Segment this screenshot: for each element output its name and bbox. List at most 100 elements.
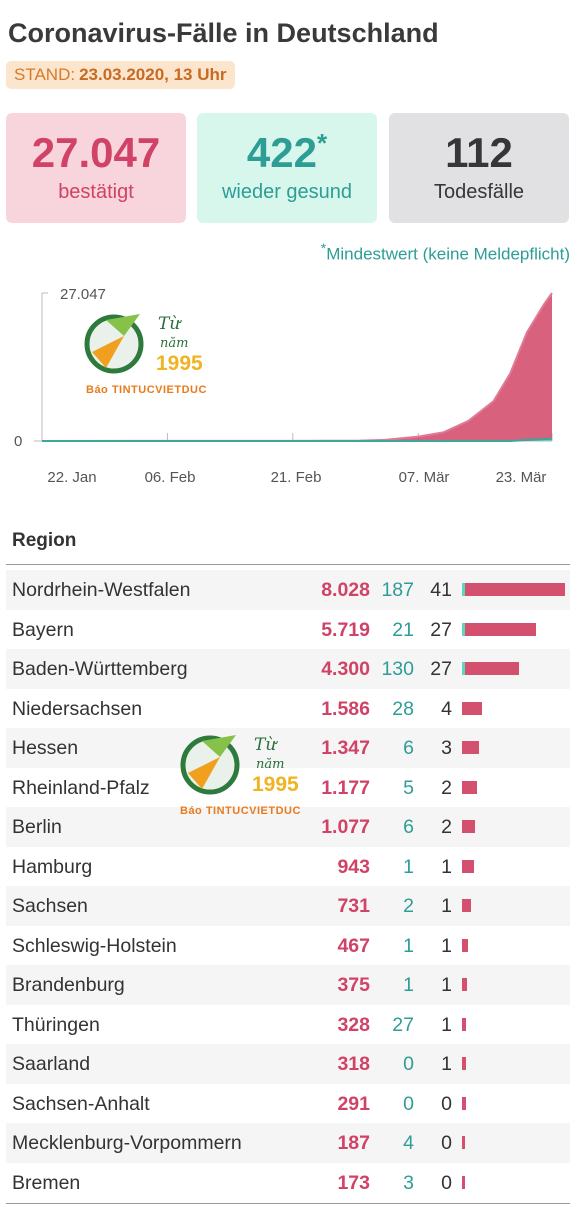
x-tick-label: 23. Mär xyxy=(496,469,547,486)
watermark-brand: Báo TINTUCVIETDUC xyxy=(86,384,207,396)
region-deaths: 1 xyxy=(441,1013,452,1036)
region-deaths: 0 xyxy=(441,1171,452,1194)
region-name: Schleswig-Holstein xyxy=(12,934,177,957)
confirmed-box: 27.047 bestätigt xyxy=(6,113,186,223)
series-area xyxy=(42,293,552,441)
region-deaths: 27 xyxy=(430,618,452,641)
region-name: Hamburg xyxy=(12,855,93,878)
region-deaths: 41 xyxy=(430,579,452,601)
table-row: Bayern 5.719 21 27 xyxy=(6,610,570,650)
region-confirmed: 375 xyxy=(337,974,370,996)
divider xyxy=(6,1203,570,1204)
watermark-line1: Từ xyxy=(158,314,181,334)
region-bar xyxy=(462,938,468,952)
region-name: Bremen xyxy=(12,1171,81,1194)
region-bar xyxy=(462,741,479,754)
region-name: Bayern xyxy=(12,618,74,641)
region-deaths: 0 xyxy=(441,1132,452,1154)
region-name: Sachsen xyxy=(12,895,88,917)
x-tick-label: 06. Feb xyxy=(145,469,196,486)
table-row: Berlin 1.077 6 2 xyxy=(6,807,570,847)
watermark-line2: năm xyxy=(160,336,189,351)
region-bar xyxy=(462,899,472,912)
region-confirmed: 1.347 xyxy=(321,737,370,759)
page-title: Coronavirus-Fälle in Deutschland xyxy=(8,18,439,48)
region-confirmed: 1.177 xyxy=(321,776,370,799)
watermark-year: 1995 xyxy=(252,773,299,796)
table-row: Baden-Württemberg 4.300 130 27 xyxy=(6,649,570,689)
region-name: Sachsen-Anhalt xyxy=(12,1092,150,1115)
watermark: Từ năm 1995 Báo TINTUCVIETDUC xyxy=(180,733,330,823)
deaths-box: 112 Todesfälle xyxy=(389,113,569,223)
watermark: Từ năm 1995 Báo TINTUCVIETDUC xyxy=(84,312,234,402)
watermark-brand: Báo TINTUCVIETDUC xyxy=(180,805,301,817)
region-recovered: 1 xyxy=(403,934,414,957)
region-recovered: 28 xyxy=(392,697,414,720)
watermark-logo-icon xyxy=(84,314,144,374)
recovered-box: 422* wieder gesund xyxy=(197,113,377,223)
region-confirmed: 318 xyxy=(337,1053,370,1075)
region-bar xyxy=(462,1096,466,1110)
area-chart: 27.047 0 22. Jan 06. Feb 21. Feb 07. Mär 23. M… xyxy=(14,286,553,486)
region-bar xyxy=(462,780,477,794)
region-confirmed: 943 xyxy=(337,855,370,878)
region-recovered: 1 xyxy=(403,855,414,878)
confirmed-label: bestätigt xyxy=(58,181,134,203)
series-line xyxy=(42,437,553,442)
region-name: Thüringen xyxy=(12,1013,100,1036)
footnote-text: Mindestwert (keine Meldepflicht) xyxy=(326,244,570,264)
region-deaths: 4 xyxy=(441,697,452,720)
region-name: Rheinland-Pfalz xyxy=(12,776,150,799)
table-row: Brandenburg 375 1 1 xyxy=(6,965,570,1005)
region-confirmed: 4.300 xyxy=(321,658,370,680)
table-row: Thüringen 328 27 1 xyxy=(6,1005,570,1045)
region-bar xyxy=(462,1136,465,1149)
table-row: Hessen 1.347 6 3 xyxy=(6,728,570,768)
region-confirmed: 1.077 xyxy=(321,816,370,838)
x-tick-label: 07. Mär xyxy=(399,469,450,486)
region-deaths: 0 xyxy=(441,1092,452,1115)
table-row: Saarland 318 0 1 xyxy=(6,1044,570,1084)
region-bar xyxy=(462,583,565,596)
region-confirmed: 291 xyxy=(337,1092,370,1115)
region-recovered: 187 xyxy=(381,579,414,601)
watermark-line2: năm xyxy=(256,757,285,772)
table-row: Hamburg 943 1 1 xyxy=(6,847,570,887)
region-recovered: 3 xyxy=(403,1171,414,1194)
y-tick-label: 27.047 xyxy=(60,286,106,303)
region-deaths: 1 xyxy=(441,974,452,996)
x-tick-label: 22. Jan xyxy=(47,469,96,486)
watermark-line1: Từ xyxy=(254,735,277,755)
region-deaths: 3 xyxy=(441,737,452,759)
region-name: Nordrhein-Westfalen xyxy=(12,579,191,601)
region-bar xyxy=(462,820,476,833)
region-name: Mecklenburg-Vorpommern xyxy=(12,1132,242,1154)
region-deaths: 1 xyxy=(441,895,452,917)
table-header: Region xyxy=(12,530,77,551)
region-confirmed: 467 xyxy=(337,934,370,957)
region-recovered: 21 xyxy=(392,618,414,641)
region-confirmed: 173 xyxy=(337,1171,370,1194)
region-name: Hessen xyxy=(12,737,79,759)
region-confirmed: 8.028 xyxy=(321,579,370,601)
region-recovered: 5 xyxy=(403,776,414,799)
region-recovered: 2 xyxy=(403,895,414,917)
region-bar xyxy=(462,1057,466,1070)
region-bar xyxy=(462,662,519,675)
region-recovered: 0 xyxy=(403,1053,414,1075)
region-deaths: 27 xyxy=(430,658,452,680)
footnote-star: * xyxy=(320,240,327,256)
region-recovered: 4 xyxy=(403,1132,414,1154)
region-bar xyxy=(462,622,537,636)
recovered-star: * xyxy=(316,128,328,158)
recovered-label: wieder gesund xyxy=(221,181,353,203)
stand-value: 23.03.2020, 13 Uhr xyxy=(79,65,227,84)
region-confirmed: 1.586 xyxy=(321,697,370,720)
footnote: *Mindestwert (keine Meldepflicht) xyxy=(321,240,570,265)
table-row: Sachsen-Anhalt 291 0 0 xyxy=(6,1084,570,1124)
watermark-logo-icon xyxy=(180,735,240,795)
deaths-label: Todesfälle xyxy=(433,181,525,203)
region-confirmed: 328 xyxy=(337,1013,370,1036)
region-name: Berlin xyxy=(12,816,62,838)
region-name: Saarland xyxy=(12,1053,91,1075)
